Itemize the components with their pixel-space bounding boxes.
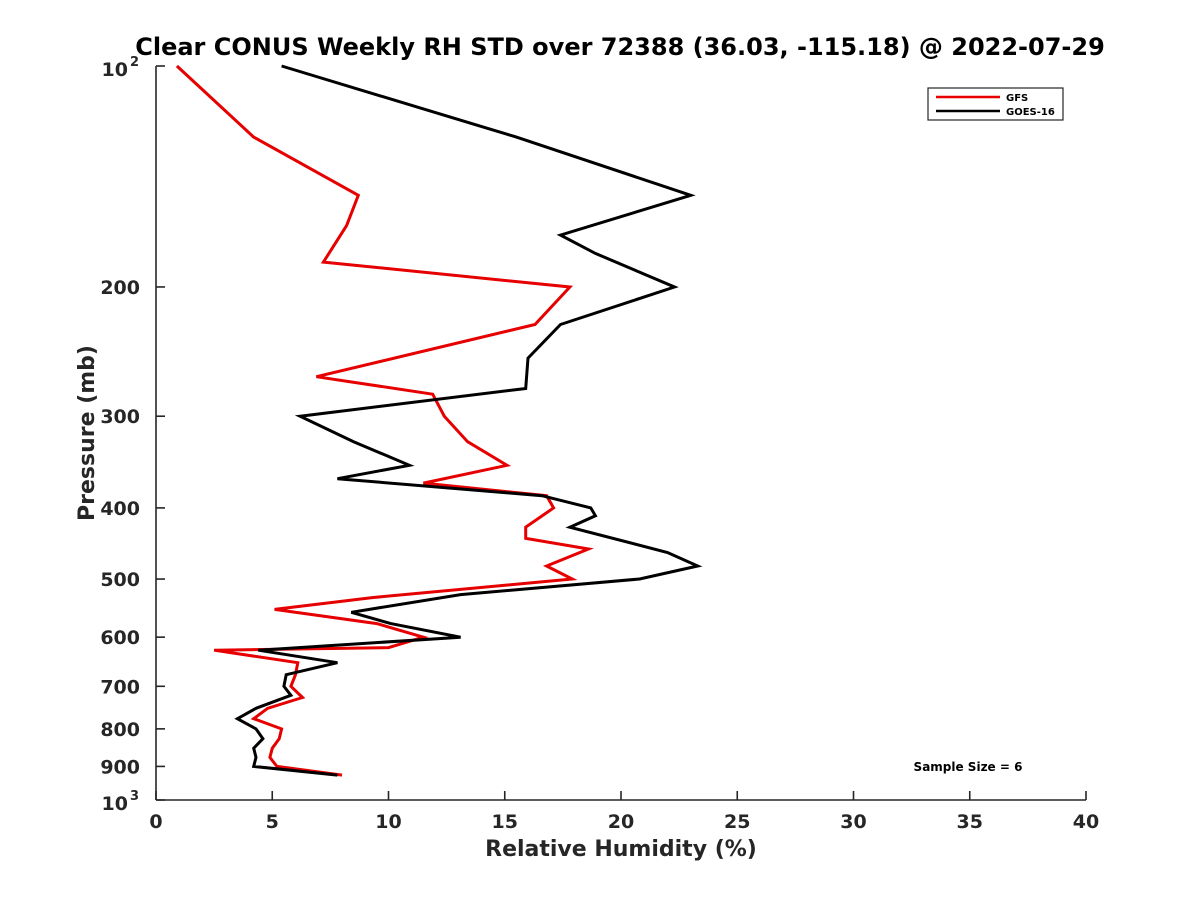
x-ticks: 0 5 10 15 20 25 30 35 40 bbox=[149, 791, 1099, 833]
y-axis-label: Pressure (mb) bbox=[75, 345, 100, 521]
x-tick-label: 20 bbox=[608, 811, 634, 833]
series-line-gfs bbox=[175, 64, 594, 777]
y-tick-label: 200 bbox=[100, 277, 140, 299]
y-tick-exp-top-base: 10 bbox=[102, 59, 128, 81]
y-tick-label-exp-bottom: 10 3 bbox=[102, 789, 140, 815]
y-tick-label: 700 bbox=[100, 676, 140, 698]
y-tick-label: 600 bbox=[100, 627, 140, 649]
x-tick-label: 30 bbox=[840, 811, 866, 833]
x-tick-label: 40 bbox=[1073, 811, 1099, 833]
y-tick-exp-bottom-exp: 3 bbox=[130, 789, 139, 804]
legend-box bbox=[927, 87, 1064, 121]
x-tick-label: 0 bbox=[149, 811, 162, 833]
chart-title: Clear CONUS Weekly RH STD over 72388 (36… bbox=[135, 33, 1105, 61]
x-tick-label: 5 bbox=[266, 811, 279, 833]
plot-background bbox=[156, 66, 1086, 800]
x-tick-label: 15 bbox=[492, 811, 518, 833]
series-layer bbox=[175, 64, 703, 777]
y-tick-label: 500 bbox=[100, 569, 140, 591]
y-tick-exp-top-exp: 2 bbox=[130, 55, 139, 70]
legend-label-goes16: GOES-16 bbox=[1006, 107, 1055, 118]
x-axis-label: Relative Humidity (%) bbox=[485, 837, 757, 862]
y-tick-label: 300 bbox=[100, 406, 140, 428]
legend-label-gfs: GFS bbox=[1006, 93, 1028, 104]
legend: GFS GOES-16 bbox=[927, 87, 1064, 121]
x-tick-label: 35 bbox=[957, 811, 983, 833]
sample-size-annotation: Sample Size = 6 bbox=[914, 760, 1023, 774]
plot-area bbox=[156, 66, 1086, 800]
series-line-goes16 bbox=[234, 64, 703, 777]
y-tick-label: 900 bbox=[100, 756, 140, 778]
x-tick-label: 25 bbox=[724, 811, 750, 833]
y-tick-exp-bottom-base: 10 bbox=[102, 793, 128, 815]
y-ticks: 200 300 400 500 600 700 800 900 bbox=[100, 65, 165, 801]
y-tick-label: 400 bbox=[100, 498, 140, 520]
y-tick-label-exp-top: 10 2 bbox=[102, 55, 140, 81]
x-tick-label: 10 bbox=[375, 811, 401, 833]
y-tick-label: 800 bbox=[100, 719, 140, 741]
